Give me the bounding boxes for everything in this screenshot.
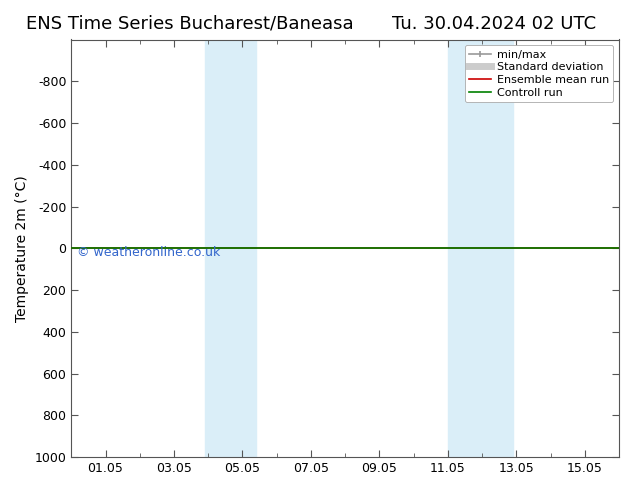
Text: ENS Time Series Bucharest/Baneasa: ENS Time Series Bucharest/Baneasa xyxy=(27,15,354,33)
Text: © weatheronline.co.uk: © weatheronline.co.uk xyxy=(77,246,220,259)
Bar xyxy=(448,40,513,457)
Y-axis label: Temperature 2m (°C): Temperature 2m (°C) xyxy=(15,175,29,322)
Bar xyxy=(205,40,256,457)
Legend: min/max, Standard deviation, Ensemble mean run, Controll run: min/max, Standard deviation, Ensemble me… xyxy=(465,45,614,102)
Text: Tu. 30.04.2024 02 UTC: Tu. 30.04.2024 02 UTC xyxy=(392,15,597,33)
